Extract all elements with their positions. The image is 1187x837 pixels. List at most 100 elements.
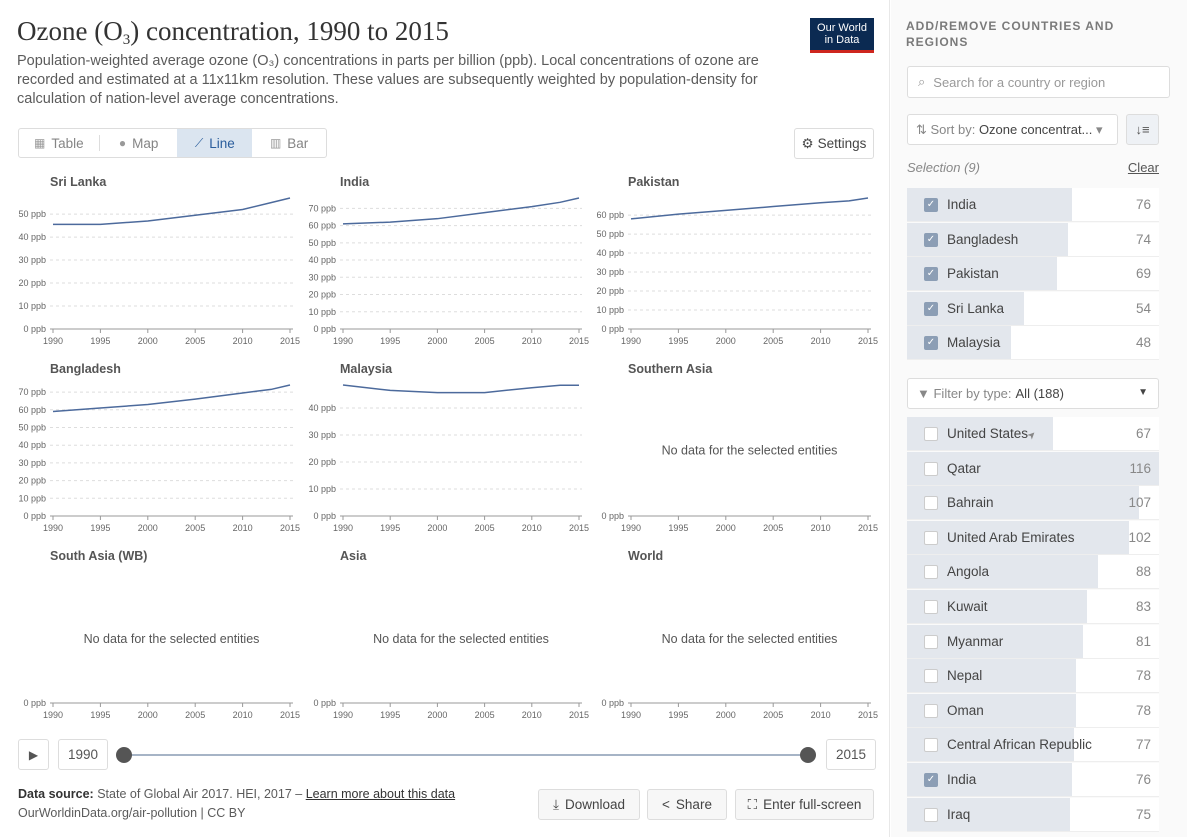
tab-map[interactable]: ● Map	[118, 135, 159, 151]
y-tick-label: 40 ppb	[18, 232, 46, 242]
entity-name: Sri Lanka	[947, 300, 1005, 316]
y-tick-label: 10 ppb	[18, 301, 46, 311]
entity-row[interactable]: Myanmar 81	[907, 624, 1159, 659]
settings-button[interactable]: ⚙ Settings	[794, 128, 874, 159]
chart-title: World	[628, 549, 663, 563]
checkbox[interactable]	[924, 807, 938, 822]
y-tick-label: 40 ppb	[308, 255, 336, 265]
y-tick-label: 0 ppb	[313, 698, 336, 708]
x-tick-label: 1990	[333, 523, 353, 533]
x-tick-label: 1995	[380, 336, 400, 346]
sort-dropdown[interactable]: ⇅ Sort by: Ozone concentrat... ▾	[907, 114, 1118, 145]
y-tick-label: 10 ppb	[596, 305, 624, 315]
entity-name: Kuwait	[947, 599, 988, 614]
checkbox[interactable]: ✓	[924, 301, 938, 316]
x-tick-label: 2015	[858, 710, 878, 720]
entity-row[interactable]: ✓ India 76	[907, 763, 1159, 797]
entity-row[interactable]: ✓ Pakistan 69	[907, 257, 1159, 292]
chart-panel: Ozone (O3) concentration, 1990 to 2015 P…	[17, 0, 890, 837]
entity-row[interactable]: Central African Republic 77	[907, 728, 1159, 763]
tab-bar[interactable]: ▥ Bar	[269, 135, 309, 151]
filter-icon: ▼	[917, 386, 934, 401]
entity-name: Angola	[947, 564, 990, 580]
entity-value: 77	[1135, 737, 1151, 753]
checkbox[interactable]: ✓	[924, 336, 938, 351]
play-button[interactable]: ▶	[18, 739, 49, 770]
entity-name: India	[947, 197, 977, 212]
entity-row[interactable]: ✓ Sri Lanka 54	[907, 291, 1159, 326]
checkbox[interactable]	[924, 738, 938, 753]
x-tick-label: 2005	[185, 523, 205, 533]
entity-name: United Arab Emirates	[947, 529, 1075, 545]
x-tick-label: 2000	[427, 523, 447, 533]
line-chart-icon: ⟋	[194, 135, 204, 150]
no-data-message: No data for the selected entities	[373, 632, 549, 646]
download-button[interactable]: ⤓ Download	[538, 789, 640, 820]
checkbox[interactable]: ✓	[924, 198, 938, 212]
x-tick-label: 2005	[475, 523, 495, 533]
entity-row[interactable]: Qatar 116	[907, 451, 1159, 486]
tab-table[interactable]: ▦ Table	[34, 135, 84, 151]
y-tick-label: 50 ppb	[308, 238, 336, 248]
timeline-end-handle[interactable]	[800, 747, 816, 763]
checkbox[interactable]	[924, 530, 938, 545]
timeline-track[interactable]	[124, 754, 808, 756]
entity-row[interactable]: Kuwait 83	[907, 590, 1159, 624]
timeline-end-year[interactable]: 2015	[826, 739, 877, 770]
sort-order-button[interactable]: ↓≡	[1126, 114, 1159, 145]
entity-row[interactable]: ✓ India 76	[907, 188, 1159, 222]
y-tick-label: 50 ppb	[18, 209, 46, 219]
y-tick-label: 30 ppb	[308, 430, 336, 440]
learn-more-link[interactable]: Learn more about this data	[305, 787, 456, 801]
checkbox[interactable]	[924, 669, 938, 684]
checkbox[interactable]: ✓	[924, 773, 938, 787]
entity-row[interactable]: Iraq 75	[907, 797, 1159, 832]
y-tick-label: 0 ppb	[601, 698, 624, 708]
x-tick-label: 2015	[858, 336, 878, 346]
entity-row[interactable]: Bahrain 107	[907, 486, 1159, 521]
entity-name: Myanmar	[947, 633, 1004, 649]
checkbox[interactable]	[924, 461, 938, 476]
entity-row[interactable]: ✓ Bangladesh 74	[907, 222, 1159, 257]
y-tick-label: 30 ppb	[308, 272, 336, 282]
checkbox[interactable]	[924, 496, 938, 511]
checkbox[interactable]: ✓	[924, 232, 938, 247]
entity-row[interactable]: ✓ Malaysia 48	[907, 326, 1159, 361]
checkbox[interactable]	[924, 565, 938, 580]
owid-logo[interactable]: Our World in Data	[810, 18, 874, 53]
entity-row[interactable]: Angola 88	[907, 555, 1159, 590]
chart-title: Bangladesh	[50, 362, 121, 376]
entity-value: 83	[1135, 599, 1151, 614]
x-tick-label: 1995	[380, 710, 400, 720]
x-tick-label: 2005	[475, 710, 495, 720]
y-tick-label: 0 ppb	[313, 324, 336, 334]
search-input[interactable]: ⌕ Search for a country or region	[907, 66, 1170, 98]
entity-row[interactable]: United States ➤ 67	[907, 417, 1159, 451]
x-tick-label: 2010	[811, 336, 831, 346]
checkbox[interactable]	[924, 703, 938, 718]
x-tick-label: 1990	[43, 523, 63, 533]
checkbox[interactable]	[924, 600, 938, 614]
share-button[interactable]: < Share	[647, 789, 727, 820]
entity-row[interactable]: Oman 78	[907, 693, 1159, 728]
play-icon: ▶	[28, 747, 39, 762]
x-tick-label: 2005	[763, 710, 783, 720]
fullscreen-button[interactable]: ⛶ Enter full-screen	[735, 789, 874, 820]
value-bar	[907, 520, 1129, 554]
checkbox[interactable]	[924, 427, 938, 441]
y-tick-label: 10 ppb	[308, 307, 336, 317]
timeline-start-handle[interactable]	[116, 747, 132, 763]
entity-row[interactable]: Nepal 78	[907, 659, 1159, 694]
timeline-start-year[interactable]: 1990	[58, 739, 109, 770]
source-text: State of Global Air 2017. HEI, 2017 –	[97, 787, 303, 801]
tab-line[interactable]: ⟋ Line	[177, 129, 253, 157]
y-tick-label: 0 ppb	[313, 511, 336, 521]
checkbox[interactable]: ✓	[924, 267, 938, 282]
filter-dropdown[interactable]: ▼ Filter by type: All (188) ▼	[907, 378, 1159, 409]
value-bar	[907, 486, 1140, 520]
source-label: Data source:	[18, 787, 94, 801]
x-tick-label: 2015	[280, 523, 300, 533]
checkbox[interactable]	[924, 634, 938, 649]
clear-button[interactable]: Clear	[1127, 160, 1159, 175]
entity-row[interactable]: United Arab Emirates 102	[907, 520, 1159, 555]
